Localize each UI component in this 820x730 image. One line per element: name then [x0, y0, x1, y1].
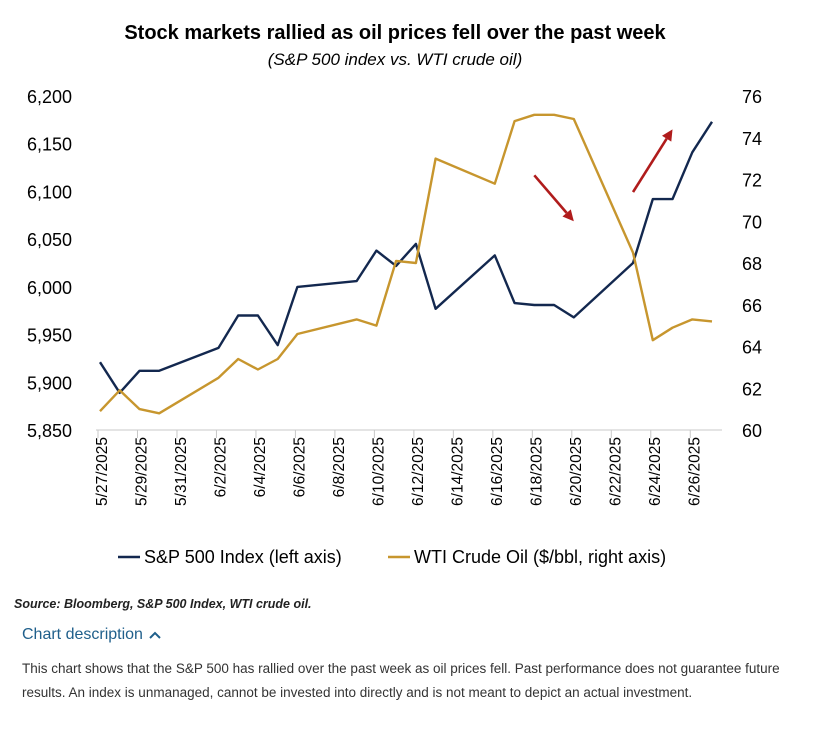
source-note: Source: Bloomberg, S&P 500 Index, WTI cr… [14, 597, 312, 611]
left-axis-tick-label: 5,950 [27, 326, 72, 346]
right-axis-tick-label: 64 [742, 338, 762, 358]
x-axis-tick-label: 5/31/2025 [173, 437, 190, 506]
x-axis-tick-label: 6/10/2025 [370, 437, 387, 506]
up-arrow-annotation [631, 129, 673, 193]
right-axis-tick-label: 72 [742, 171, 762, 191]
right-axis-tick-label: 62 [742, 379, 762, 399]
chart-title: Stock markets rallied as oil prices fell… [124, 22, 666, 44]
legend: S&P 500 Index (left axis) WTI Crude Oil (… [118, 547, 666, 567]
x-axis-tick-label: 6/20/2025 [568, 437, 585, 506]
x-axis-tick-label: 6/26/2025 [686, 437, 703, 506]
chart-description-toggle[interactable]: Chart description [22, 626, 161, 644]
right-axis-tick-label: 70 [742, 212, 762, 232]
legend-item-wti: WTI Crude Oil ($/bbl, right axis) [388, 547, 666, 567]
right-axis-ticks: 60 62 64 66 68 70 72 74 76 [742, 87, 762, 441]
series-layer [98, 113, 714, 415]
x-axis-tick-label: 6/14/2025 [449, 437, 466, 506]
x-axis-tick-label: 6/2/2025 [212, 437, 229, 497]
right-axis-tick-label: 60 [742, 421, 762, 441]
right-axis-tick-label: 68 [742, 254, 762, 274]
left-axis-tick-label: 6,200 [27, 87, 72, 107]
x-axis-tick-label: 6/18/2025 [528, 437, 545, 506]
annotation-layer [533, 129, 673, 222]
x-axis-tick-label: 6/12/2025 [410, 437, 427, 506]
legend-label: WTI Crude Oil ($/bbl, right axis) [414, 547, 666, 567]
x-axis-tick-label: 6/24/2025 [647, 437, 664, 506]
chart-subtitle: (S&P 500 index vs. WTI crude oil) [267, 50, 523, 69]
left-axis-tick-label: 6,050 [27, 230, 72, 250]
legend-item-sp500: S&P 500 Index (left axis) [118, 547, 342, 567]
left-axis-tick-label: 6,000 [27, 278, 72, 298]
down-arrow-annotation [533, 174, 574, 222]
chart-canvas: 5,850 5,900 5,950 6,000 6,050 6,100 6,150 6,200… [27, 87, 762, 567]
x-axis-tick-label: 6/6/2025 [291, 437, 308, 497]
left-axis-tick-label: 5,900 [27, 373, 72, 393]
wti-series-line [99, 113, 713, 415]
x-axis: 5/27/2025 5/29/2025 5/31/2025 6/2/2025 6/4/2… [94, 429, 722, 506]
x-axis-tick-label: 5/27/2025 [94, 437, 111, 506]
x-axis-tick-label: 6/16/2025 [489, 437, 506, 506]
chart-description-text: This chart shows that the S&P 500 has ra… [22, 661, 780, 700]
right-axis-tick-label: 76 [742, 87, 762, 107]
x-axis-tick-label: 6/4/2025 [252, 437, 269, 497]
x-axis-tick-label: 6/8/2025 [331, 437, 348, 497]
left-axis-tick-label: 6,150 [27, 135, 72, 155]
chart-description-label: Chart description [22, 626, 143, 643]
sp500-series-line [98, 121, 714, 394]
chevron-up-icon [149, 631, 161, 639]
x-axis-tick-label: 6/22/2025 [607, 437, 624, 506]
left-axis-tick-label: 6,100 [27, 182, 72, 202]
left-axis-tick-label: 5,850 [27, 421, 72, 441]
legend-label: S&P 500 Index (left axis) [144, 547, 342, 567]
x-axis-tick-label: 5/29/2025 [133, 437, 150, 506]
left-axis-ticks: 5,850 5,900 5,950 6,000 6,050 6,100 6,150 6,200 [27, 87, 72, 441]
right-axis-tick-label: 66 [742, 296, 762, 316]
right-axis-tick-label: 74 [742, 129, 762, 149]
